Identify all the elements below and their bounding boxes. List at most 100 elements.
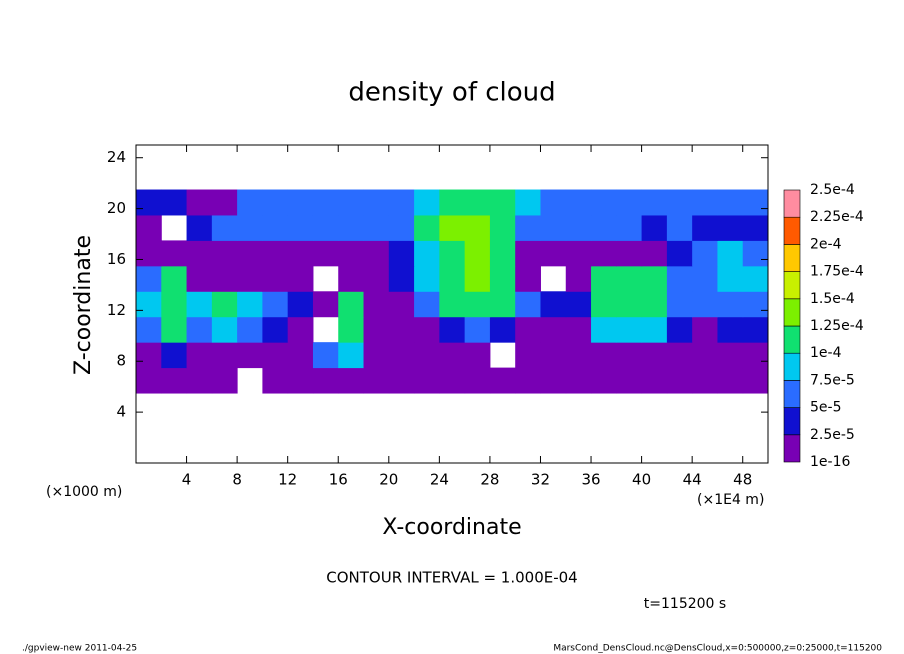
x-tick-label: 48 bbox=[733, 471, 752, 489]
colorbar-label: 2.5e-4 bbox=[810, 182, 855, 198]
heat-cell bbox=[515, 240, 541, 267]
heat-cell bbox=[641, 367, 668, 394]
heat-cell bbox=[439, 189, 466, 216]
y-tick-label: 4 bbox=[116, 403, 126, 421]
colorbar-label: 2.5e-5 bbox=[810, 427, 855, 443]
heat-cell bbox=[540, 367, 567, 394]
heat-cell bbox=[565, 265, 592, 292]
heat-cell bbox=[237, 316, 263, 343]
heat-cell bbox=[237, 291, 263, 318]
heat-cell bbox=[363, 240, 390, 267]
heat-cell bbox=[287, 214, 314, 241]
contour-interval: CONTOUR INTERVAL = 1.000E-04 bbox=[326, 569, 577, 587]
heat-cell bbox=[363, 342, 390, 369]
heat-cell bbox=[540, 342, 567, 369]
heat-cell bbox=[591, 291, 617, 318]
heat-cell bbox=[161, 342, 188, 369]
heat-cell bbox=[515, 367, 541, 394]
heat-cell bbox=[211, 316, 238, 343]
heat-cell bbox=[338, 367, 365, 394]
heat-cell bbox=[489, 189, 516, 216]
colorbar-label: 1.5e-4 bbox=[810, 291, 855, 307]
heat-cell bbox=[262, 291, 289, 318]
heat-cell bbox=[439, 240, 466, 267]
y-tick-label: 16 bbox=[107, 250, 126, 268]
x-tick-label: 28 bbox=[480, 471, 499, 489]
heat-cell bbox=[742, 240, 769, 267]
heat-cell bbox=[515, 342, 541, 369]
heat-cell bbox=[717, 240, 744, 267]
heat-cell bbox=[515, 316, 541, 343]
heat-cell bbox=[742, 214, 769, 241]
heat-cell bbox=[136, 214, 162, 241]
heat-cell bbox=[489, 316, 516, 343]
colorbar-label: 1.25e-4 bbox=[810, 318, 864, 334]
heat-cell bbox=[211, 291, 238, 318]
colorbar-label: 7.5e-5 bbox=[810, 372, 855, 388]
x-tick-label: 24 bbox=[430, 471, 449, 489]
heat-cell bbox=[641, 240, 668, 267]
heat-cell bbox=[312, 291, 339, 318]
heat-cell bbox=[616, 367, 643, 394]
colorbar-label: 5e-5 bbox=[810, 400, 841, 416]
heat-cell bbox=[666, 342, 693, 369]
heat-cell bbox=[641, 214, 668, 241]
heat-cell bbox=[262, 342, 289, 369]
colorbar-label: 2.25e-4 bbox=[810, 209, 864, 225]
x-tick-label: 44 bbox=[683, 471, 702, 489]
heat-cell bbox=[591, 342, 617, 369]
heat-cell bbox=[211, 265, 238, 292]
heat-cell bbox=[414, 342, 440, 369]
footer-left: ./gpview-new 2011-04-25 bbox=[22, 644, 137, 654]
heat-cell bbox=[388, 265, 415, 292]
heat-cell bbox=[136, 367, 162, 394]
heat-cell bbox=[338, 189, 365, 216]
colorbar-box bbox=[783, 244, 801, 272]
heat-cell bbox=[464, 265, 491, 292]
heat-cell bbox=[591, 367, 617, 394]
heat-cell bbox=[616, 342, 643, 369]
heat-cell bbox=[591, 240, 617, 267]
heat-cell bbox=[186, 240, 213, 267]
heat-cell bbox=[287, 316, 314, 343]
heat-cell bbox=[363, 265, 390, 292]
heat-cell bbox=[388, 342, 415, 369]
heat-cell bbox=[540, 240, 567, 267]
x-tick-label: 36 bbox=[581, 471, 600, 489]
heat-cell bbox=[565, 189, 592, 216]
heat-cell bbox=[161, 316, 188, 343]
heat-cell bbox=[414, 316, 440, 343]
y-axis-label: Z-coordinate bbox=[71, 235, 96, 375]
heat-cell bbox=[363, 214, 390, 241]
heat-cell bbox=[464, 342, 491, 369]
heat-cell bbox=[414, 189, 440, 216]
heat-cell bbox=[515, 189, 541, 216]
heat-cell bbox=[414, 367, 440, 394]
heat-cell bbox=[439, 367, 466, 394]
heat-cell bbox=[464, 214, 491, 241]
heat-cell bbox=[439, 214, 466, 241]
x-axis-label: X-coordinate bbox=[382, 515, 521, 540]
heat-cell bbox=[136, 342, 162, 369]
heat-cell bbox=[211, 214, 238, 241]
heat-cell bbox=[591, 214, 617, 241]
colorbar-box bbox=[783, 407, 801, 436]
heat-cell bbox=[692, 189, 718, 216]
colorbar-box bbox=[783, 216, 801, 245]
heat-cell bbox=[237, 342, 263, 369]
heat-cell bbox=[338, 265, 365, 292]
heat-cell bbox=[388, 189, 415, 216]
footer-right: MarsCond_DensCloud.nc@DensCloud,x=0:5000… bbox=[553, 644, 882, 654]
heat-cell bbox=[464, 240, 491, 267]
heat-cell bbox=[616, 189, 643, 216]
heat-cell bbox=[464, 291, 491, 318]
heat-cell bbox=[692, 214, 718, 241]
heat-cell bbox=[565, 214, 592, 241]
y-tick-label: 24 bbox=[107, 148, 126, 166]
heat-cell bbox=[211, 342, 238, 369]
heat-cell bbox=[616, 316, 643, 343]
heat-cell bbox=[591, 265, 617, 292]
heat-cell bbox=[565, 291, 592, 318]
heat-cell bbox=[692, 367, 718, 394]
